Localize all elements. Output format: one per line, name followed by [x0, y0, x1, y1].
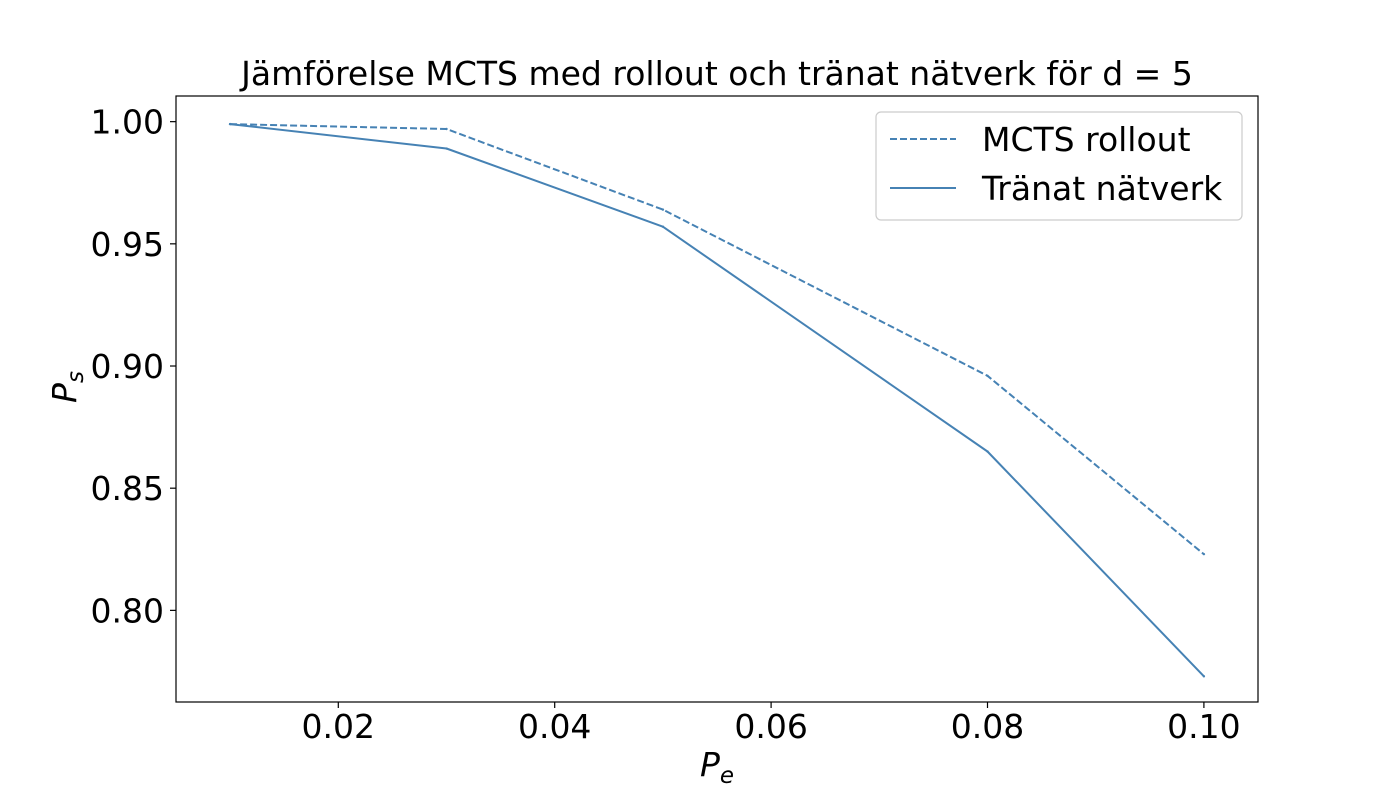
data-point: [986, 450, 989, 453]
y-tick-label: 0.95: [91, 225, 164, 264]
x-axis-label-sub: e: [720, 763, 734, 789]
x-tick-label: 0.04: [518, 707, 591, 746]
data-point: [986, 374, 989, 377]
x-axis-label: Pe: [700, 745, 734, 789]
y-tick-label: 0.85: [91, 469, 164, 508]
y-tick-label: 0.90: [91, 347, 164, 386]
data-point: [1202, 675, 1206, 678]
data-point: [228, 122, 232, 126]
series-layer: [228, 122, 1206, 678]
y-axis: 0.80 0.85 0.90 0.95 1.00: [91, 103, 176, 630]
x-axis-label-main: P: [700, 745, 720, 784]
series-tranat-natverk: [228, 122, 1206, 678]
legend: MCTS rollout Tränat nätverk: [875, 111, 1243, 221]
y-axis-label: Ps: [45, 371, 89, 403]
x-tick-label: 0.10: [1167, 707, 1240, 746]
y-axis-label-main: P: [45, 383, 84, 403]
data-point: [661, 225, 665, 228]
data-point: [445, 127, 448, 131]
x-tick-label: 0.02: [302, 707, 375, 746]
chart-title: Jämförelse MCTS med rollout och tränat n…: [239, 54, 1193, 93]
data-point: [1202, 552, 1206, 556]
x-tick-label: 0.08: [951, 707, 1024, 746]
series-line: [230, 123, 1205, 555]
y-tick-label: 0.80: [91, 591, 164, 630]
legend-box: [875, 111, 1243, 221]
y-tick-label: 1.00: [91, 103, 164, 142]
y-axis-label-sub: s: [63, 371, 89, 383]
legend-label: Tränat nätverk: [981, 169, 1223, 208]
x-tick-label: 0.06: [734, 707, 807, 746]
plot-frame: [175, 95, 1259, 703]
x-axis: 0.02 0.04 0.06 0.08 0.10: [302, 702, 1241, 746]
data-point: [445, 147, 448, 150]
legend-label: MCTS rollout: [982, 120, 1191, 159]
data-point: [661, 208, 665, 211]
